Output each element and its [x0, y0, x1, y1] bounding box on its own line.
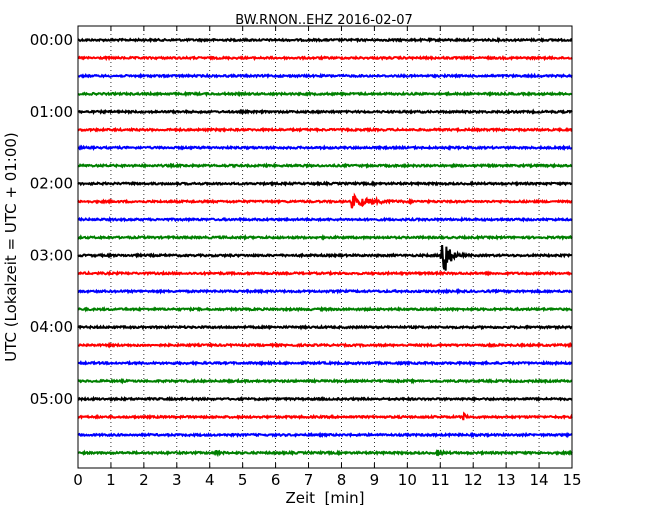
trace-19 [77, 377, 573, 385]
trace-15 [77, 305, 573, 313]
trace-12 [77, 244, 573, 271]
x-tick-label: 1 [106, 471, 116, 489]
grid-layer [110, 26, 540, 468]
x-axis-label: Zeit [min] [285, 489, 364, 507]
trace-13 [77, 269, 573, 277]
trace-0 [77, 36, 573, 44]
trace-2 [77, 72, 573, 79]
x-tick-label: 10 [398, 471, 417, 489]
trace-21 [77, 411, 573, 421]
x-tick-label: 15 [562, 471, 581, 489]
trace-9 [77, 192, 573, 209]
plot-frame [77, 25, 573, 469]
trace-16 [77, 324, 573, 331]
chart-title: BW.RNON..EHZ 2016-02-07 [235, 13, 413, 28]
trace-14 [77, 287, 573, 295]
trace-11 [77, 233, 573, 241]
trace-3 [77, 90, 573, 98]
trace-8 [77, 180, 573, 187]
y-tick-label: 05:00 [30, 390, 73, 408]
x-tick-label: 4 [205, 471, 215, 489]
y-tick-label: 01:00 [30, 103, 73, 121]
x-tick-label: 0 [73, 471, 83, 489]
x-tick-label: 7 [304, 471, 314, 489]
x-tick-label: 13 [497, 471, 516, 489]
trace-5 [77, 126, 573, 134]
x-axis: 0 1 2 3 4 5 6 7 8 9 10 11 12 13 14 15 [73, 26, 582, 489]
x-tick-label: 6 [271, 471, 281, 489]
traces-layer [77, 36, 573, 458]
x-tick-label: 9 [370, 471, 380, 489]
x-tick-label: 14 [530, 471, 549, 489]
x-tick-label: 8 [337, 471, 347, 489]
x-tick-label: 11 [431, 471, 450, 489]
x-tick-label: 2 [139, 471, 149, 489]
trace-10 [77, 216, 573, 223]
trace-4 [77, 108, 573, 116]
trace-18 [77, 359, 573, 367]
trace-7 [77, 162, 573, 170]
trace-20 [77, 395, 573, 403]
y-axis-label: UTC (Lokalzeit = UTC + 01:00) [2, 132, 20, 362]
trace-1 [77, 54, 573, 62]
trace-22 [77, 431, 573, 439]
y-tick-label: 04:00 [30, 318, 73, 336]
y-tick-label: 00:00 [30, 31, 73, 49]
y-tick-label: 03:00 [30, 246, 73, 264]
x-tick-label: 3 [172, 471, 182, 489]
y-axis: 00:00 01:00 02:00 03:00 04:00 05:00 [30, 31, 83, 408]
y-tick-label: 02:00 [30, 175, 73, 193]
x-tick-label: 12 [464, 471, 483, 489]
trace-17 [77, 341, 573, 349]
x-tick-label: 5 [238, 471, 248, 489]
trace-6 [77, 144, 573, 152]
trace-23 [77, 448, 573, 458]
